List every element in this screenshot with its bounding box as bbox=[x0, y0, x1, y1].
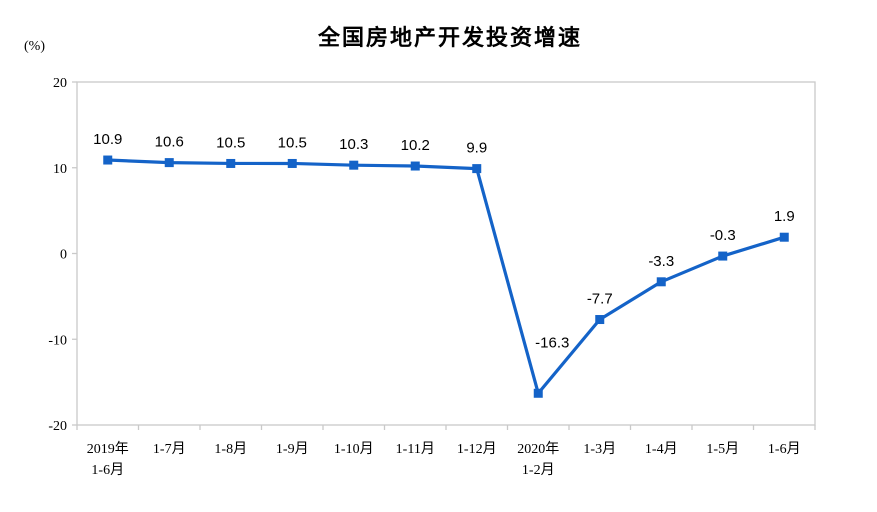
data-point-label: 10.2 bbox=[401, 137, 430, 154]
data-point-marker bbox=[226, 158, 236, 168]
data-point-marker bbox=[533, 388, 543, 398]
data-point-marker bbox=[656, 277, 666, 287]
x-axis-category-label: 2019年 bbox=[87, 441, 129, 457]
y-axis-tick-label: -10 bbox=[48, 333, 67, 348]
x-axis-category-label: 1-10月 bbox=[334, 441, 374, 457]
data-point-label: -3.3 bbox=[648, 253, 674, 270]
y-axis-tick-label: -20 bbox=[48, 419, 67, 434]
x-axis-category-label: 1-6月 bbox=[768, 441, 801, 457]
chart-title: 全国房地产开发投资增速 bbox=[317, 25, 582, 50]
x-axis-category-label: 1-9月 bbox=[276, 441, 309, 457]
x-axis-category-label: 1-7月 bbox=[153, 441, 186, 457]
data-point-label: -16.3 bbox=[535, 334, 569, 351]
x-axis-category-label: 1-12月 bbox=[457, 441, 497, 457]
data-point-marker bbox=[779, 232, 789, 242]
data-point-label: 1.9 bbox=[774, 208, 795, 225]
data-point-marker bbox=[410, 161, 420, 171]
x-axis-category-label: 1-8月 bbox=[214, 441, 247, 457]
x-axis-category-label: 1-4月 bbox=[645, 441, 678, 457]
y-axis-tick-label: 10 bbox=[53, 162, 67, 177]
data-point-label: 10.5 bbox=[216, 134, 245, 151]
x-axis-category-label: 2020年 bbox=[517, 441, 559, 457]
x-axis-category-label: 1-3月 bbox=[583, 441, 616, 457]
data-point-label: 10.3 bbox=[339, 136, 368, 153]
data-point-label: 10.6 bbox=[155, 134, 184, 151]
y-axis-unit-label: (%) bbox=[24, 39, 45, 54]
x-axis-category-label: 1-11月 bbox=[396, 441, 435, 457]
data-point-label: -7.7 bbox=[587, 291, 613, 308]
data-point-label: 9.9 bbox=[466, 140, 487, 157]
data-point-marker bbox=[349, 160, 359, 170]
data-point-marker bbox=[103, 155, 113, 165]
y-axis-tick-label: 20 bbox=[53, 76, 67, 91]
data-point-marker bbox=[164, 158, 174, 168]
x-axis-category-label: 1-2月 bbox=[522, 462, 555, 478]
data-point-label: 10.5 bbox=[278, 134, 307, 151]
y-axis-tick-label: 0 bbox=[60, 248, 67, 263]
data-point-label: -0.3 bbox=[710, 227, 736, 244]
data-point-marker bbox=[287, 158, 297, 168]
data-point-label: 10.9 bbox=[93, 131, 122, 148]
data-line bbox=[107, 158, 785, 395]
plot-area-border bbox=[76, 81, 816, 426]
x-axis-category-label: 1-6月 bbox=[91, 462, 124, 478]
data-point-marker bbox=[718, 251, 728, 261]
data-point-marker bbox=[595, 315, 605, 325]
data-point-marker bbox=[472, 164, 482, 174]
x-axis-category-label: 1-5月 bbox=[706, 441, 739, 457]
